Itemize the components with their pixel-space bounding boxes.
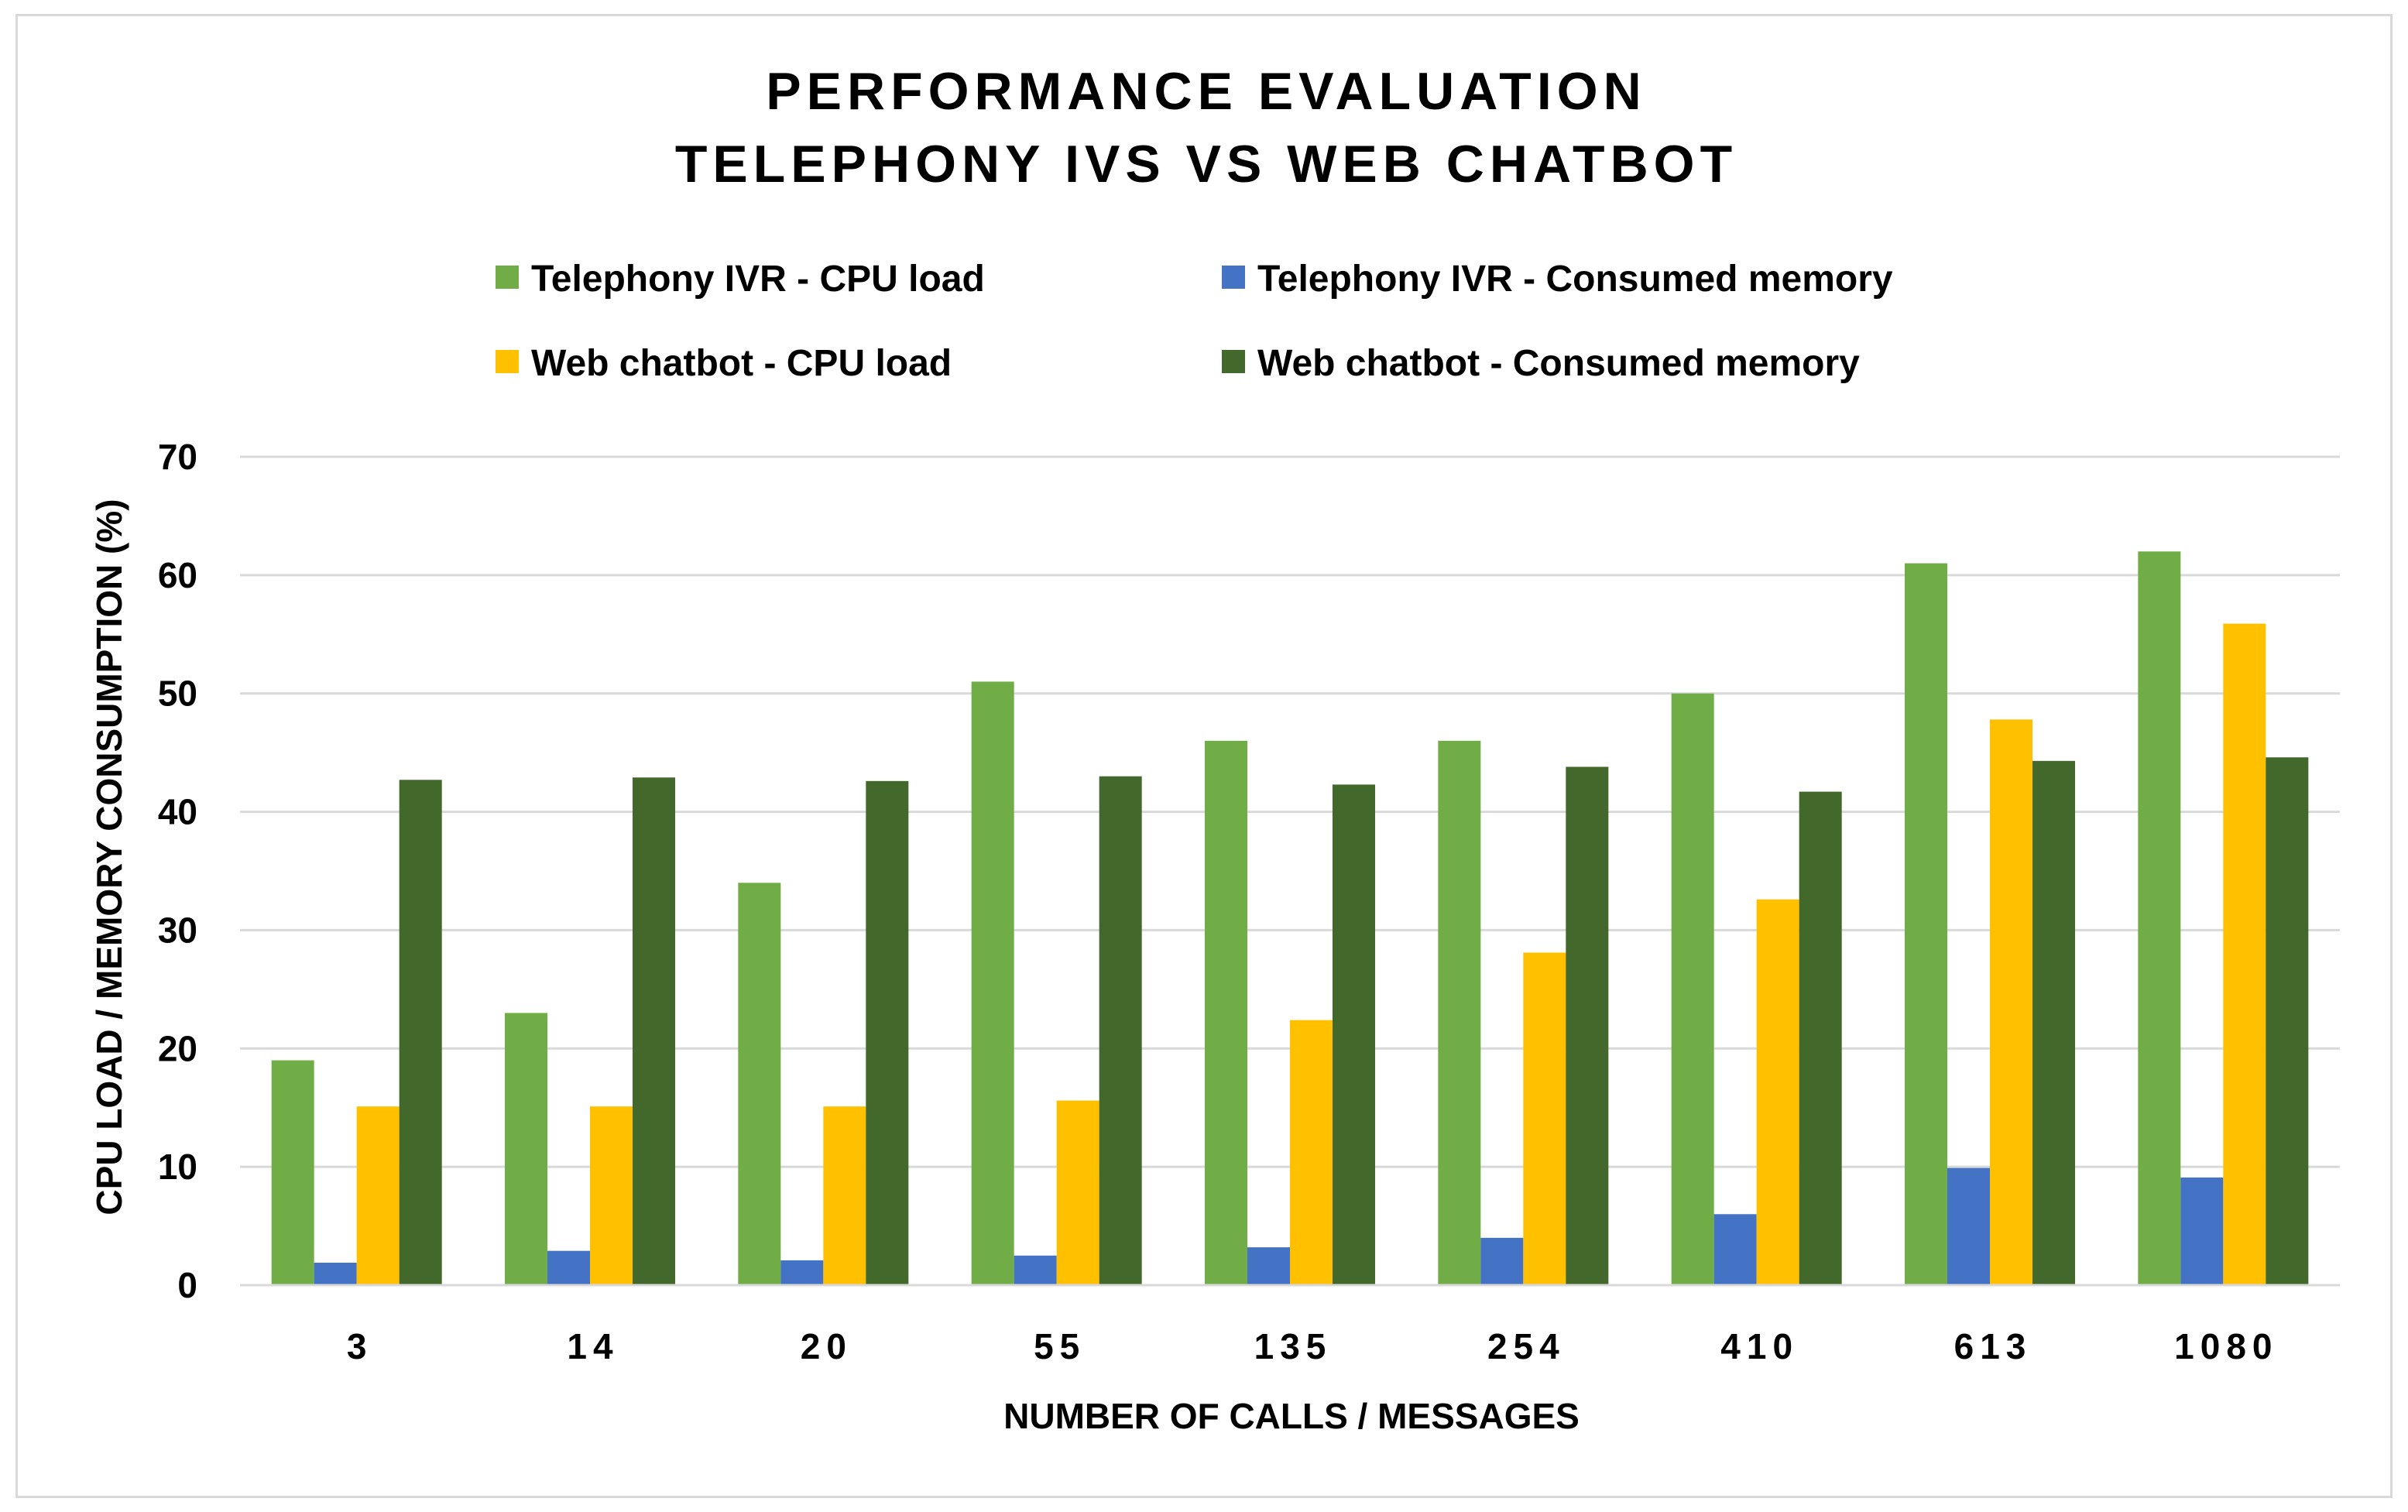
bar-telephony-memory-20 (780, 1260, 824, 1285)
legend-swatch-chatbot-memory (1222, 350, 1245, 373)
x-tick-label: 20 (801, 1326, 852, 1366)
y-axis-ticks: 0 10 20 30 40 50 60 70 (158, 437, 197, 1305)
bar-chatbot-memory-14 (633, 777, 675, 1285)
chart-title-line-2: TELEPHONY IVS VS WEB CHATBOT (675, 135, 1737, 194)
x-axis-ticks: 3 14 20 55 135 254 410 613 1080 (347, 1326, 2278, 1366)
x-tick-label: 410 (1720, 1326, 1799, 1366)
bar-chatbot-cpu-14 (590, 1106, 633, 1285)
x-tick-label: 3 (347, 1326, 373, 1366)
x-tick-label: 1080 (2174, 1326, 2278, 1366)
bar-telephony-memory-254 (1480, 1237, 1524, 1285)
y-tick-label: 10 (158, 1147, 197, 1187)
legend-label-telephony-memory: Telephony IVR - Consumed memory (1257, 259, 1893, 300)
bar-chatbot-memory-410 (1799, 791, 1842, 1285)
bar-telephony-memory-3 (314, 1262, 357, 1285)
y-tick-label: 20 (158, 1028, 197, 1068)
bar-telephony-memory-613 (1947, 1167, 1990, 1285)
x-tick-label: 135 (1254, 1326, 1333, 1366)
bar-telephony-cpu-254 (1438, 740, 1481, 1285)
x-tick-label: 55 (1034, 1326, 1086, 1366)
bar-telephony-cpu-20 (738, 883, 781, 1285)
bar-chatbot-memory-3 (399, 780, 442, 1285)
bar-chatbot-memory-254 (1566, 766, 1609, 1285)
legend: Telephony IVR - CPU load Telephony IVR -… (496, 259, 1893, 384)
bar-chatbot-cpu-135 (1290, 1020, 1333, 1285)
chart-title-line-1: PERFORMANCE EVALUATION (766, 62, 1646, 121)
bar-chatbot-cpu-254 (1523, 952, 1566, 1285)
bar-chatbot-cpu-3 (356, 1106, 400, 1285)
y-tick-label: 50 (158, 674, 197, 714)
bar-chatbot-memory-20 (866, 780, 909, 1285)
x-tick-label: 613 (1954, 1326, 2032, 1366)
bar-telephony-memory-135 (1247, 1247, 1290, 1285)
legend-swatch-telephony-memory (1222, 266, 1245, 289)
bar-chatbot-memory-135 (1333, 784, 1375, 1285)
y-tick-label: 70 (158, 437, 197, 477)
bar-telephony-memory-14 (547, 1250, 590, 1285)
legend-swatch-telephony-cpu (496, 266, 519, 289)
bar-telephony-cpu-1080 (2138, 551, 2181, 1285)
bar-chatbot-memory-613 (2032, 760, 2075, 1285)
bar-telephony-cpu-410 (1671, 693, 1714, 1285)
x-tick-label: 14 (567, 1326, 619, 1366)
bar-telephony-memory-410 (1713, 1214, 1757, 1285)
y-tick-label: 60 (158, 555, 197, 595)
bar-chatbot-cpu-613 (1990, 719, 2032, 1285)
legend-swatch-chatbot-cpu (496, 350, 519, 373)
bar-chatbot-memory-55 (1099, 776, 1142, 1285)
bar-telephony-cpu-613 (1905, 563, 1947, 1285)
y-tick-label: 30 (158, 910, 197, 950)
bar-chatbot-memory-1080 (2266, 757, 2309, 1285)
bar-telephony-cpu-55 (971, 681, 1014, 1285)
bar-chatbot-cpu-55 (1056, 1100, 1099, 1285)
y-axis-label: CPU LOAD / MEMORY CONSUMPTION (%) (89, 499, 129, 1215)
legend-label-telephony-cpu: Telephony IVR - CPU load (531, 259, 985, 300)
bar-telephony-cpu-3 (271, 1060, 314, 1285)
y-tick-label: 0 (177, 1265, 197, 1305)
bars (271, 551, 2309, 1285)
bar-telephony-cpu-135 (1205, 740, 1247, 1285)
bar-telephony-memory-1080 (2180, 1177, 2224, 1285)
x-axis-label: NUMBER OF CALLS / MESSAGES (1003, 1396, 1580, 1436)
legend-label-chatbot-cpu: Web chatbot - CPU load (531, 343, 952, 384)
y-tick-label: 40 (158, 792, 197, 832)
bar-chatbot-cpu-410 (1756, 899, 1799, 1285)
bar-chatbot-cpu-1080 (2223, 623, 2266, 1285)
legend-label-chatbot-memory: Web chatbot - Consumed memory (1257, 343, 1860, 384)
x-tick-label: 254 (1487, 1326, 1566, 1366)
bar-telephony-cpu-14 (505, 1013, 547, 1285)
bar-telephony-memory-55 (1014, 1255, 1057, 1285)
bar-chatbot-cpu-20 (823, 1106, 866, 1285)
